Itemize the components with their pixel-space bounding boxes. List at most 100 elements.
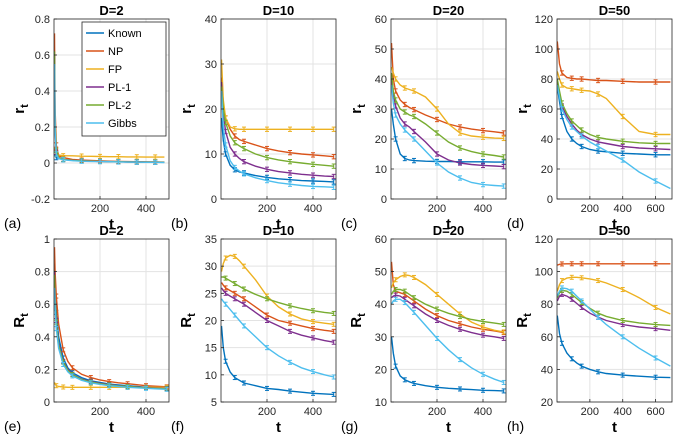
x-tick-label: 400 xyxy=(137,203,155,215)
y-tick-label: 0.2 xyxy=(35,122,50,134)
chart-title: D=10 xyxy=(263,3,294,18)
series-line-np xyxy=(557,41,671,83)
chart-title: D=2 xyxy=(99,3,123,18)
x-tick-label: 400 xyxy=(304,406,322,418)
y-tick-label: 35 xyxy=(205,234,217,246)
series-line-pl-1 xyxy=(221,81,334,178)
x-tick-label: 200 xyxy=(91,203,109,215)
y-tick-label: 0 xyxy=(381,194,387,206)
series-line-pl-2 xyxy=(221,86,334,167)
y-tick-label: 30 xyxy=(205,59,217,71)
y-axis-label-main: R xyxy=(348,317,365,328)
y-axis-label: Rt xyxy=(348,313,368,328)
series-group xyxy=(221,59,336,190)
x-tick-label: 200 xyxy=(581,203,599,215)
y-tick-label: 120 xyxy=(535,234,553,246)
panel-label: (d) xyxy=(507,215,524,231)
y-tick-label: 10 xyxy=(205,149,217,161)
y-axis-label-sub: t xyxy=(19,104,31,108)
y-tick-label: 1 xyxy=(44,234,50,246)
y-tick-label: 60 xyxy=(375,14,387,26)
y-tick-label: 20 xyxy=(375,134,387,146)
y-axis-label: rt xyxy=(348,104,368,114)
legend-box xyxy=(81,21,167,137)
series-line-np xyxy=(557,263,671,266)
y-tick-label: 40 xyxy=(375,299,387,311)
y-axis-label-sub: t xyxy=(522,104,534,108)
x-axis-label: t xyxy=(276,216,281,233)
series-line-pl-1 xyxy=(221,287,334,343)
x-axis-label: t xyxy=(446,216,451,233)
series-line-known xyxy=(221,117,334,183)
y-axis-label-main: r xyxy=(348,108,365,114)
series-line-known xyxy=(221,325,334,396)
chart-title: D=20 xyxy=(433,3,464,18)
panel-label: (h) xyxy=(507,418,524,434)
x-tick-label: 400 xyxy=(474,406,492,418)
series-line-np xyxy=(221,282,334,333)
y-tick-label: 20 xyxy=(205,104,217,116)
y-tick-label: 120 xyxy=(535,14,553,26)
y-tick-label: 0.6 xyxy=(35,299,50,311)
y-tick-label: 30 xyxy=(205,261,217,273)
y-tick-label: 0.8 xyxy=(35,267,50,279)
series-line-known xyxy=(391,108,504,163)
series-line-fp xyxy=(557,71,671,136)
axes-frame xyxy=(53,18,170,200)
y-tick-label: 100 xyxy=(535,44,553,56)
series-group xyxy=(557,41,671,190)
y-tick-label: 0 xyxy=(547,194,553,206)
y-tick-label: 0 xyxy=(44,158,50,170)
legend-label: PL-2 xyxy=(108,100,131,112)
y-tick-label: 0 xyxy=(44,397,50,409)
y-tick-label: 20 xyxy=(541,164,553,176)
x-tick-label: 400 xyxy=(304,203,322,215)
series-line-pl-2 xyxy=(221,276,334,315)
y-axis-label: Rt xyxy=(178,313,198,328)
y-tick-label: 60 xyxy=(375,234,387,246)
x-tick-label: 200 xyxy=(91,406,109,418)
y-tick-label: 25 xyxy=(205,288,217,300)
legend-label: Known xyxy=(108,28,142,40)
y-tick-label: 0.8 xyxy=(35,14,50,26)
y-tick-label: 20 xyxy=(205,316,217,328)
x-tick-label: 400 xyxy=(614,406,632,418)
panel-label: (e) xyxy=(4,418,21,434)
y-tick-label: 0.4 xyxy=(35,332,50,344)
x-axis-label: t xyxy=(446,419,451,436)
y-axis-label-main: R xyxy=(178,317,195,328)
y-tick-label: 0.2 xyxy=(35,364,50,376)
panel-label: (a) xyxy=(4,215,21,231)
x-tick-label: 400 xyxy=(474,203,492,215)
chart-title: D=50 xyxy=(599,3,630,18)
series-group xyxy=(54,33,165,165)
x-axis-label: t xyxy=(612,216,617,233)
y-tick-label: 10 xyxy=(375,397,387,409)
y-tick-label: 60 xyxy=(541,332,553,344)
series-line-pl-2 xyxy=(391,72,504,158)
y-tick-label: 0 xyxy=(211,194,217,206)
y-tick-label: 10 xyxy=(375,164,387,176)
y-axis-label: rt xyxy=(11,104,31,114)
series-group xyxy=(391,42,506,189)
series-line-fp xyxy=(391,274,504,333)
y-axis-label-main: r xyxy=(11,108,28,114)
series-line-pl-1 xyxy=(391,294,504,340)
axes-frame xyxy=(53,238,170,403)
legend-label: FP xyxy=(108,64,122,76)
series-group xyxy=(54,247,169,392)
axes-frame xyxy=(556,238,673,403)
y-tick-label: 30 xyxy=(375,332,387,344)
y-axis-label-sub: t xyxy=(19,313,31,317)
y-axis-label-sub: t xyxy=(186,313,198,317)
series-line-pl-1 xyxy=(391,78,504,168)
y-axis-label-main: r xyxy=(514,108,531,114)
chart-title: D=50 xyxy=(599,223,630,238)
y-axis-label: Rt xyxy=(514,313,534,328)
y-tick-label: 20 xyxy=(541,397,553,409)
y-axis-label: rt xyxy=(178,104,198,114)
